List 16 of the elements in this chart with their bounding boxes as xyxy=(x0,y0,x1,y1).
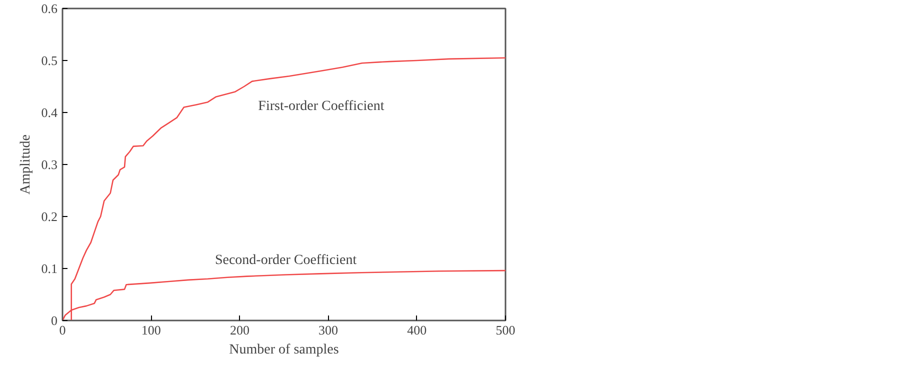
y-tick-label: 0.6 xyxy=(41,1,58,16)
y-axis-title: Amplitude xyxy=(18,134,34,194)
x-tick-label: 500 xyxy=(496,322,516,338)
y-tick-label: 0 xyxy=(51,313,58,328)
series-label: First-order Coefficient xyxy=(258,98,384,114)
y-tick-label: 0.4 xyxy=(41,105,58,120)
y-tick-label: 0.5 xyxy=(41,53,58,68)
y-tick-label: 0.3 xyxy=(41,157,58,172)
y-tick-label: 0.1 xyxy=(41,261,58,276)
x-tick-label: 200 xyxy=(230,322,250,338)
x-tick-label: 100 xyxy=(141,322,161,338)
y-tick-label: 0.2 xyxy=(41,209,58,224)
x-axis-title: Number of samples xyxy=(229,342,339,358)
x-tick-label: 400 xyxy=(407,322,427,338)
x-tick-label: 300 xyxy=(318,322,338,338)
series-label: Second-order Coefficient xyxy=(214,253,357,268)
